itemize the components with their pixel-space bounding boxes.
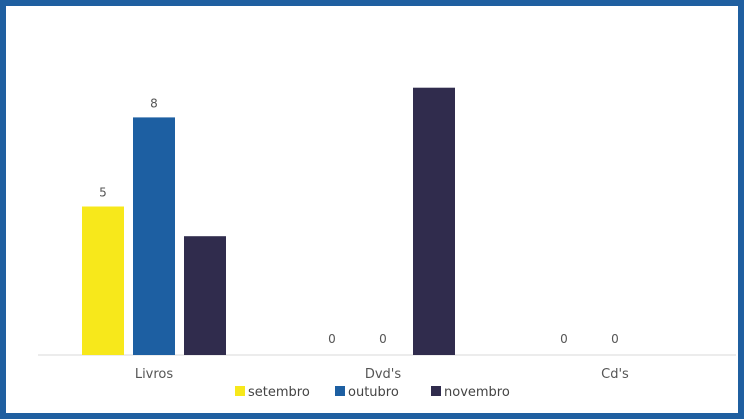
bar-novembro-1 xyxy=(413,87,455,355)
bar-novembro-0 xyxy=(184,236,226,355)
data-label-outubro-1: 0 xyxy=(379,332,387,346)
bar-setembro-0 xyxy=(82,206,124,355)
category-label-2: Cd's xyxy=(601,367,629,382)
legend-swatch-novembro xyxy=(431,386,441,396)
category-label-0: Livros xyxy=(135,367,174,382)
data-label-setembro-0: 5 xyxy=(99,186,107,200)
legend-label-setembro: setembro xyxy=(248,385,310,400)
legend-swatch-outubro xyxy=(335,386,345,396)
data-label-outubro-2: 0 xyxy=(611,332,619,346)
data-label-setembro-1: 0 xyxy=(328,332,336,346)
legend-label-outubro: outubro xyxy=(348,385,399,400)
data-label-outubro-0: 8 xyxy=(150,96,158,110)
legend-swatch-setembro xyxy=(235,386,245,396)
bar-outubro-0 xyxy=(133,117,175,356)
legend-label-novembro: novembro xyxy=(444,385,510,400)
category-label-1: Dvd's xyxy=(365,367,402,382)
data-label-setembro-2: 0 xyxy=(560,332,568,346)
